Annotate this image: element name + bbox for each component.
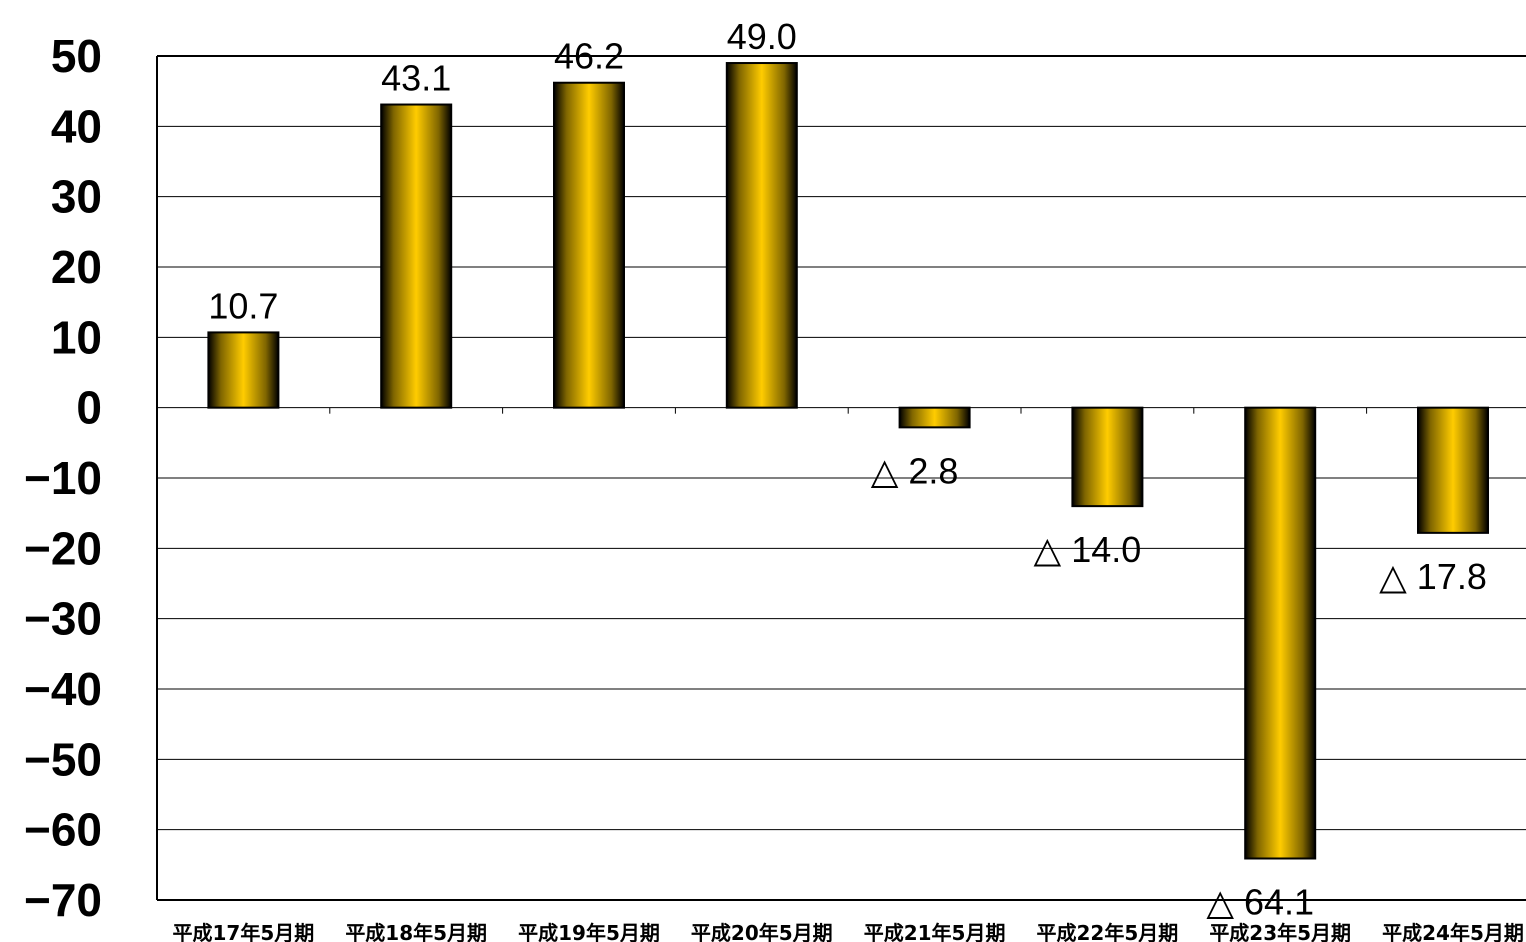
y-tick-label: −50 (24, 733, 102, 785)
y-tick-label: 30 (51, 171, 102, 223)
data-label: 10.7 (208, 285, 278, 326)
axes (156, 55, 1526, 901)
gridlines (157, 55, 1526, 831)
data-label: 46.2 (554, 36, 624, 77)
y-tick-label: −30 (24, 593, 102, 645)
bar (1071, 406, 1144, 508)
x-tick-label: 平成20年5月期 (691, 921, 833, 942)
data-label: △ 14.0 (1034, 529, 1142, 570)
x-tick-label: 平成18年5月期 (345, 921, 487, 942)
bar (207, 331, 280, 409)
data-label: △ 17.8 (1379, 556, 1487, 597)
x-axis-tick-labels: 平成17年5月期 平成18年5月期 平成19年5月期 平成20年5月期 平成21年5月期… (173, 921, 1524, 942)
data-label: △ 64.1 (1206, 882, 1314, 923)
y-axis-tick-labels: 50 40 30 20 10 0 −10 −20 −30 −40 −50 −60 −70 (24, 30, 102, 926)
y-tick-label: −60 (24, 804, 102, 856)
bar (553, 81, 625, 409)
x-tick-label: 平成22年5月期 (1037, 921, 1179, 942)
data-labels: 10.7 43.1 46.2 49.0 △ 2.8 △ 14.0 △ 64.1 △ 17.8 (208, 16, 1487, 922)
data-label: 49.0 (727, 16, 797, 57)
y-tick-label: 10 (51, 311, 102, 363)
bars (207, 62, 1489, 860)
y-tick-label: −70 (24, 874, 102, 926)
x-tick-label: 平成24年5月期 (1382, 921, 1524, 942)
data-label: △ 2.8 (871, 450, 959, 491)
bar (898, 406, 971, 429)
y-tick-label: −20 (24, 522, 102, 574)
x-tick-label: 平成23年5月期 (1209, 921, 1351, 942)
x-tick-label: 平成19年5月期 (518, 921, 660, 942)
x-tick-label: 平成21年5月期 (864, 921, 1006, 942)
bar (725, 62, 798, 409)
y-tick-label: 20 (51, 241, 102, 293)
y-tick-label: 0 (76, 382, 102, 434)
y-tick-label: 40 (51, 100, 102, 152)
y-tick-label: 50 (51, 30, 102, 82)
y-tick-label: −10 (24, 452, 102, 504)
bar (380, 103, 453, 409)
bar (1417, 406, 1489, 534)
y-tick-label: −40 (24, 663, 102, 715)
bar (1244, 406, 1317, 860)
x-tick-label: 平成17年5月期 (173, 921, 315, 942)
data-label: 43.1 (381, 58, 451, 99)
